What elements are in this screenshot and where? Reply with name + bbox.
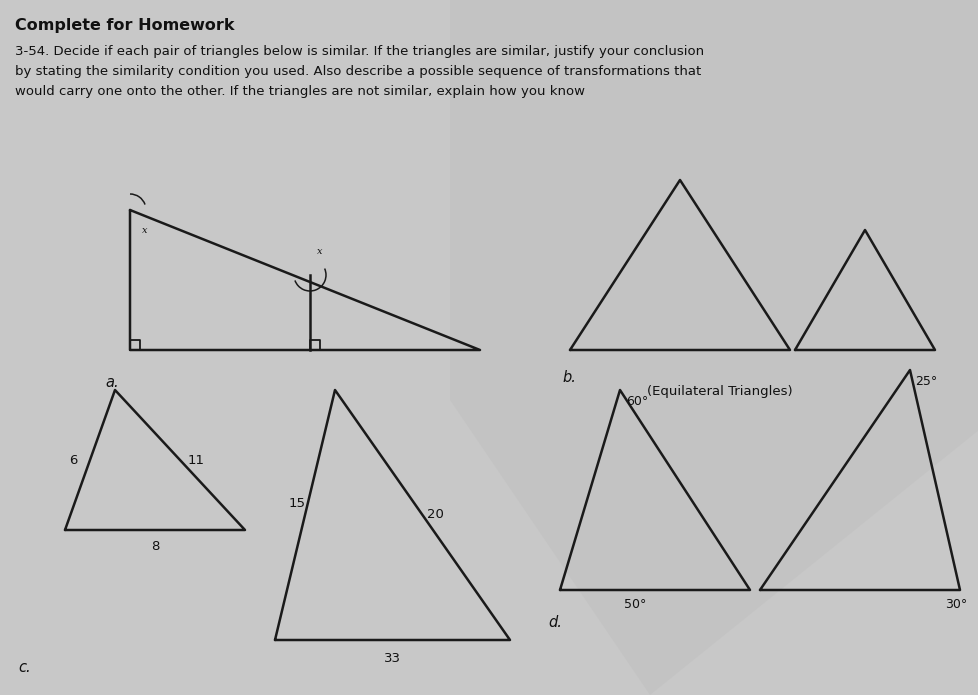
Text: Complete for Homework: Complete for Homework <box>15 18 235 33</box>
Text: x: x <box>142 226 147 235</box>
Text: 15: 15 <box>289 497 305 510</box>
Text: 6: 6 <box>69 454 78 466</box>
Text: b.: b. <box>561 370 575 385</box>
Text: 20: 20 <box>427 509 444 521</box>
Text: x: x <box>316 247 322 256</box>
Text: c.: c. <box>18 660 30 675</box>
Text: d.: d. <box>548 615 561 630</box>
Text: 3-54. Decide if each pair of triangles below is similar. If the triangles are si: 3-54. Decide if each pair of triangles b… <box>15 45 703 58</box>
Text: would carry one onto the other. If the triangles are not similar, explain how yo: would carry one onto the other. If the t… <box>15 85 585 98</box>
Text: 60°: 60° <box>625 395 647 408</box>
Text: 33: 33 <box>383 652 401 665</box>
Polygon shape <box>450 0 978 695</box>
Text: a.: a. <box>105 375 118 390</box>
Text: 11: 11 <box>188 454 204 466</box>
Text: 25°: 25° <box>914 375 936 388</box>
Text: 30°: 30° <box>944 598 966 611</box>
Text: (Equilateral Triangles): (Equilateral Triangles) <box>646 385 792 398</box>
Text: by stating the similarity condition you used. Also describe a possible sequence : by stating the similarity condition you … <box>15 65 700 78</box>
Text: 50°: 50° <box>623 598 645 611</box>
Text: 8: 8 <box>151 540 159 553</box>
